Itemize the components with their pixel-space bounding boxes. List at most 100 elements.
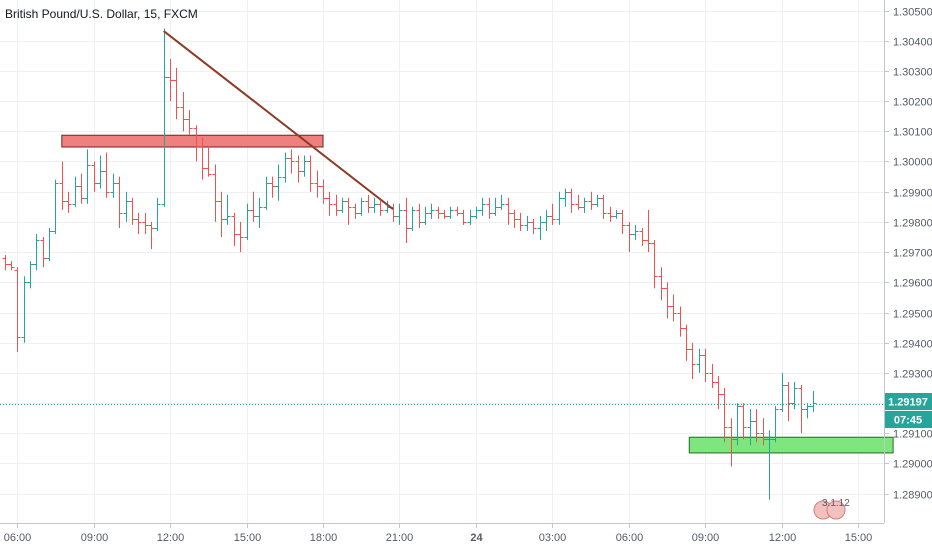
ohlc-bar [72, 176, 79, 207]
ohlc-bar [435, 206, 442, 219]
ohlc-bar [760, 418, 767, 446]
ohlc-bar [333, 194, 340, 216]
ohlc-bar [709, 363, 716, 388]
ohlc-bar [123, 191, 130, 222]
ohlc-bar [301, 155, 308, 177]
logo-text: 3.1.12 [822, 498, 850, 509]
ohlc-bar [721, 388, 728, 443]
ohlc-bar [199, 137, 206, 180]
ohlc-bar [256, 197, 263, 228]
y-tick-label: 1.30500 [893, 7, 932, 19]
ohlc-bar [314, 170, 321, 198]
y-tick-label: 1.29400 [893, 339, 932, 351]
ohlc-bar [40, 237, 47, 268]
ohlc-bar [358, 197, 365, 216]
ohlc-bar [173, 67, 180, 120]
ohlc-bar [212, 164, 219, 222]
ohlc-bar [486, 197, 493, 219]
ohlc-bar [517, 212, 524, 231]
countdown-box [885, 411, 932, 428]
ohlc-bar [632, 224, 639, 241]
ohlc-bar [422, 206, 429, 225]
ohlc-bar [193, 125, 200, 162]
ohlc-bar [205, 146, 212, 177]
ohlc-bar [390, 203, 397, 222]
ohlc-bar [326, 191, 333, 216]
ohlc-bar [537, 215, 544, 241]
x-tick-label: 12:00 [769, 532, 797, 544]
ohlc-bar [607, 206, 614, 222]
ohlc-bar [556, 191, 563, 225]
ohlc-bar [702, 348, 709, 382]
ohlc-bar [167, 58, 174, 102]
ohlc-bar [626, 221, 633, 253]
ohlc-bar [460, 209, 467, 225]
ohlc-bar [696, 348, 703, 373]
time-axis[interactable]: 06:00 09:00 12:00 15:00 18:00 21:00 24 03:00 06:… [4, 523, 873, 544]
x-tick-label: 09:00 [692, 532, 720, 544]
ohlc-bar [231, 212, 238, 247]
ohlc-bar [779, 372, 786, 413]
ohlc-bar [454, 206, 461, 216]
ohlc-bar [804, 403, 811, 419]
ohlc-bar [180, 92, 187, 132]
y-tick-label: 1.30400 [893, 37, 932, 49]
ohlc-bar [129, 197, 136, 225]
ohlc-bar [492, 197, 499, 216]
ohlc-bar [810, 391, 817, 413]
support-zone[interactable] [688, 436, 894, 454]
ohlc-bar [27, 261, 34, 289]
ohlc-bar [441, 209, 448, 219]
price-axis[interactable]: 1.289001.290001.291001.292001.293001.294… [884, 7, 932, 502]
ohlc-bar [670, 294, 677, 322]
ohlc-bar [295, 155, 302, 183]
ohlc-bar [59, 161, 66, 210]
ohlc-bar [747, 409, 754, 446]
y-tick-label: 1.29700 [893, 248, 932, 260]
ohlc-bar [97, 155, 104, 189]
ohlc-bar [288, 149, 295, 174]
ohlc-bar [740, 403, 747, 440]
y-tick-label: 1.29900 [893, 188, 932, 200]
ohlc-bar [250, 191, 257, 222]
ohlc-bar [658, 267, 665, 301]
trendline[interactable] [163, 30, 394, 211]
ohlc-bars [2, 28, 817, 500]
ohlc-bar [345, 197, 352, 225]
ohlc-bar [447, 206, 454, 219]
ohlc-bar [8, 261, 15, 271]
ohlc-bar [110, 173, 117, 198]
ohlc-bar [677, 306, 684, 337]
x-tick-label: 03:00 [539, 532, 567, 544]
ohlc-bar [575, 194, 582, 210]
ohlc-bar [154, 197, 161, 231]
ohlc-bar [135, 212, 142, 234]
x-tick-label: 09:00 [81, 532, 109, 544]
chart-title: British Pound/U.S. Dollar, 15, FXCM [5, 7, 198, 21]
ohlc-bar [728, 418, 735, 467]
x-tick-label: 15:00 [845, 532, 873, 544]
y-tick-label: 1.29500 [893, 309, 932, 321]
ohlc-bar [766, 430, 773, 500]
current-price-label: 1.29197 [888, 397, 928, 409]
ohlc-bar [664, 282, 671, 319]
ohlc-bar [639, 227, 646, 247]
x-tick-label: 24 [470, 532, 483, 544]
ohlc-bar [320, 179, 327, 204]
ohlc-bar [409, 206, 416, 231]
ohlc-bar [549, 203, 556, 225]
current-price-tag: 1.29197 07:45 [885, 393, 932, 428]
ohlc-bar [269, 176, 276, 198]
ohlc-bar [33, 233, 40, 271]
ohlc-bar [282, 152, 289, 183]
ohlc-bar [645, 209, 652, 253]
grid [0, 0, 884, 523]
ohlc-bar [791, 381, 798, 410]
ohlc-bar [524, 215, 531, 231]
ohlc-bar [651, 240, 658, 289]
ohlc-bar [91, 161, 98, 192]
flag-icon [826, 500, 846, 520]
resistance-zone[interactable] [61, 134, 324, 148]
